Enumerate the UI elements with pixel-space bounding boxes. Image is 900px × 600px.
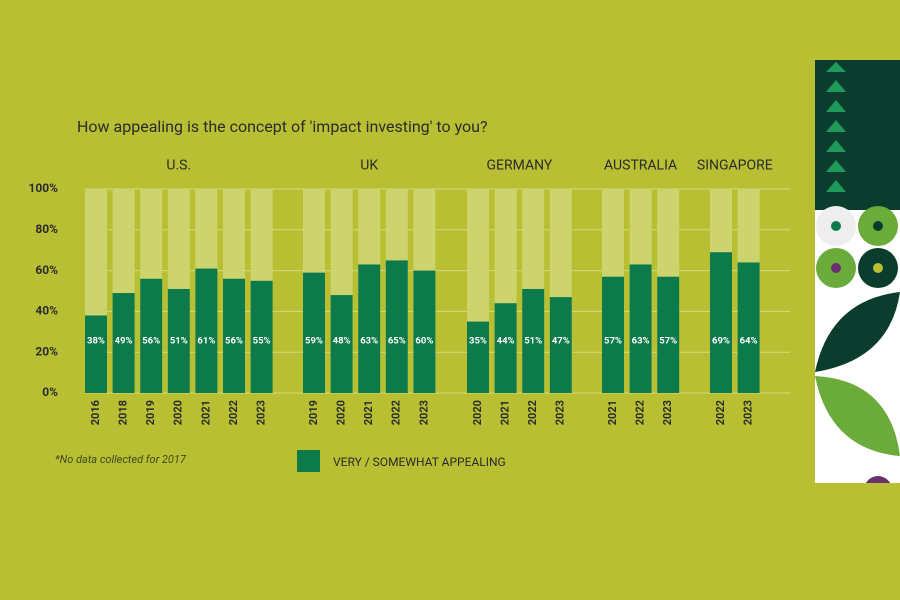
x-tick-label: 2022 bbox=[714, 400, 727, 425]
group-label: U.S. bbox=[166, 158, 191, 174]
x-tick-label: 2023 bbox=[554, 400, 567, 425]
value-label: 57% bbox=[659, 336, 677, 347]
bar bbox=[140, 278, 163, 393]
decoration bbox=[815, 60, 900, 600]
group-label: SINGAPORE bbox=[697, 158, 773, 174]
x-tick-label: 2020 bbox=[335, 400, 348, 425]
y-tick-label: 40% bbox=[35, 304, 58, 318]
value-label: 65% bbox=[388, 336, 406, 347]
value-label: 63% bbox=[360, 336, 378, 347]
group-label: UK bbox=[360, 158, 378, 174]
bar bbox=[250, 280, 273, 393]
x-tick-label: 2021 bbox=[499, 400, 512, 425]
value-label: 48% bbox=[333, 336, 351, 347]
bar bbox=[413, 270, 436, 393]
bar bbox=[85, 315, 107, 393]
y-tick-label: 20% bbox=[35, 344, 58, 358]
x-tick-label: 2019 bbox=[307, 400, 320, 425]
legend-swatch bbox=[297, 450, 320, 472]
x-tick-label: 2022 bbox=[634, 400, 647, 425]
value-label: 61% bbox=[197, 336, 215, 347]
value-label: 63% bbox=[632, 336, 650, 347]
y-tick-label: 60% bbox=[35, 263, 58, 277]
bar bbox=[223, 278, 245, 393]
bar bbox=[549, 297, 572, 393]
value-label: 69% bbox=[712, 336, 730, 347]
x-tick-label: 2023 bbox=[417, 400, 430, 425]
x-tick-label: 2016 bbox=[89, 400, 102, 425]
x-tick-label: 2019 bbox=[144, 400, 157, 425]
bar bbox=[629, 264, 652, 393]
x-tick-label: 2018 bbox=[117, 400, 130, 425]
value-label: 51% bbox=[524, 336, 542, 347]
bar bbox=[358, 264, 381, 393]
value-label: 56% bbox=[225, 336, 243, 347]
bar bbox=[657, 276, 680, 393]
y-tick-label: 0% bbox=[42, 385, 58, 399]
x-tick-label: 2023 bbox=[742, 400, 755, 425]
value-label: 55% bbox=[253, 336, 271, 347]
value-label: 64% bbox=[740, 336, 758, 347]
bar bbox=[385, 260, 408, 393]
x-tick-label: 2020 bbox=[172, 400, 185, 425]
x-tick-label: 2023 bbox=[255, 400, 268, 425]
value-label: 59% bbox=[305, 336, 323, 347]
value-label: 56% bbox=[142, 336, 160, 347]
group-label: GERMANY bbox=[486, 158, 552, 174]
x-tick-label: 2021 bbox=[199, 400, 212, 425]
y-tick-label: 80% bbox=[35, 222, 58, 236]
value-label: 35% bbox=[469, 336, 487, 347]
bar bbox=[195, 268, 218, 393]
x-tick-label: 2020 bbox=[471, 400, 484, 425]
value-label: 51% bbox=[170, 336, 188, 347]
value-label: 38% bbox=[87, 336, 105, 347]
x-tick-label: 2023 bbox=[661, 400, 674, 425]
bar bbox=[467, 321, 489, 393]
bar bbox=[602, 276, 624, 393]
x-tick-label: 2022 bbox=[227, 400, 240, 425]
bar bbox=[737, 262, 760, 393]
x-tick-label: 2022 bbox=[390, 400, 403, 425]
value-label: 47% bbox=[552, 336, 570, 347]
bar bbox=[522, 288, 545, 393]
bar bbox=[330, 295, 353, 393]
y-tick-label: 100% bbox=[28, 181, 58, 195]
value-label: 49% bbox=[115, 336, 133, 347]
value-label: 44% bbox=[497, 336, 515, 347]
chart-title: How appealing is the concept of 'impact … bbox=[77, 117, 488, 136]
bar bbox=[710, 252, 732, 393]
bar bbox=[167, 288, 190, 393]
value-label: 60% bbox=[415, 336, 433, 347]
x-tick-label: 2022 bbox=[526, 400, 539, 425]
bar bbox=[112, 293, 135, 393]
x-tick-label: 2021 bbox=[362, 400, 375, 425]
footnote: *No data collected for 2017 bbox=[55, 453, 187, 466]
group-label: AUSTRALIA bbox=[604, 158, 677, 174]
value-label: 57% bbox=[604, 336, 622, 347]
x-tick-label: 2021 bbox=[606, 400, 619, 425]
bar bbox=[494, 303, 517, 393]
legend-label: VERY / SOMEWHAT APPEALING bbox=[333, 455, 506, 469]
bar bbox=[303, 272, 325, 393]
